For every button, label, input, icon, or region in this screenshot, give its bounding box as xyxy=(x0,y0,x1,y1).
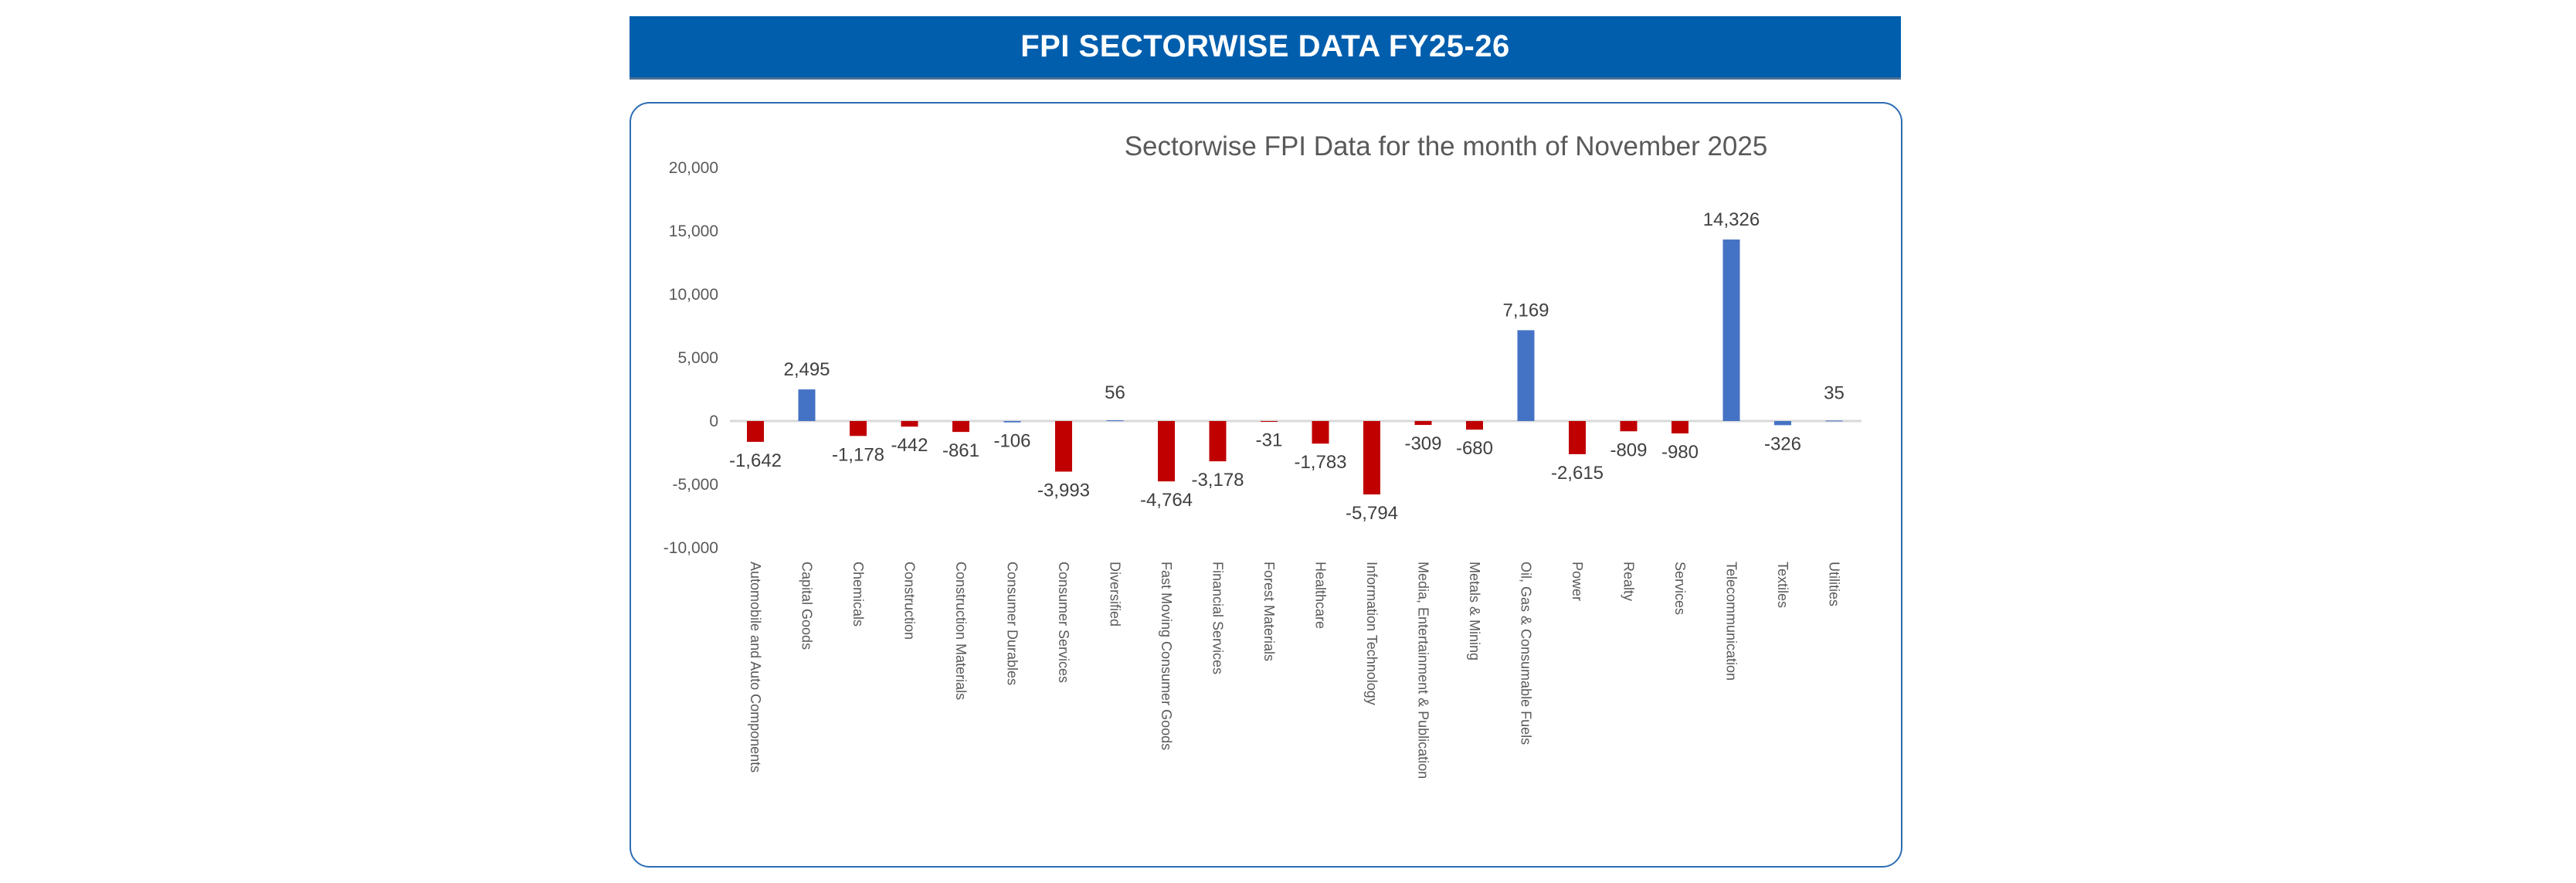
data-label: -31 xyxy=(1256,430,1283,451)
bar xyxy=(1569,421,1586,454)
data-label: 35 xyxy=(1824,382,1845,403)
data-label: -2,615 xyxy=(1551,463,1604,484)
category-label: Construction xyxy=(902,562,918,640)
bar xyxy=(952,421,969,433)
y-tick-label: 10,000 xyxy=(669,286,718,304)
data-label: -326 xyxy=(1764,433,1801,454)
bar xyxy=(1774,421,1791,426)
category-label: Capital Goods xyxy=(799,562,815,650)
bar xyxy=(1620,421,1638,432)
category-label: Construction Materials xyxy=(953,562,969,700)
chart-card xyxy=(630,102,1902,868)
data-label: -5,794 xyxy=(1346,503,1398,524)
category-label: Diversified xyxy=(1108,562,1123,627)
data-label: -680 xyxy=(1456,438,1493,459)
category-label: Forest Materials xyxy=(1261,562,1277,661)
data-label: -442 xyxy=(891,435,928,456)
y-tick-label: 15,000 xyxy=(669,222,718,240)
page-title: FPI SECTORWISE DATA FY25-26 xyxy=(1020,29,1510,63)
category-labels: Automobile and Auto Components Capital Go… xyxy=(748,562,1842,779)
category-label: Consumer Durables xyxy=(1005,562,1020,685)
category-label: Services xyxy=(1672,562,1688,615)
category-label: Telecommunication xyxy=(1724,562,1739,681)
category-label: Power xyxy=(1570,562,1585,601)
category-label: Chemicals xyxy=(850,562,866,627)
y-tick-label: 20,000 xyxy=(669,159,718,177)
data-label: -809 xyxy=(1610,440,1647,460)
category-label: Media, Entertainment & Publication xyxy=(1416,562,1431,779)
y-axis: 20,000 15,000 10,000 5,000 0 -5,000 -10,000 xyxy=(664,159,718,557)
page-banner: FPI SECTORWISE DATA FY25-26 xyxy=(630,16,1901,80)
data-label: 2,495 xyxy=(783,359,830,380)
data-label: -1,783 xyxy=(1294,452,1346,473)
data-label: 14,326 xyxy=(1703,209,1760,230)
y-tick-label: 5,000 xyxy=(677,349,718,367)
bar xyxy=(901,421,918,427)
category-label: Information Technology xyxy=(1364,562,1380,705)
data-label: -1,178 xyxy=(832,444,884,465)
bar xyxy=(1672,421,1688,434)
category-label: Healthcare xyxy=(1313,562,1329,629)
data-label: -980 xyxy=(1661,442,1699,463)
bar xyxy=(1106,420,1124,422)
bar xyxy=(850,421,867,436)
data-labels: -1,642 2,495 -1,178 -442 -861 -106 -3,993 56 -4,… xyxy=(729,209,1845,524)
bar xyxy=(1158,421,1175,482)
bar xyxy=(798,389,816,421)
data-label: -861 xyxy=(942,440,979,461)
chart-title: Sectorwise FPI Data for the month of Nov… xyxy=(1125,131,1768,161)
bars xyxy=(747,239,1843,495)
category-label: Automobile and Auto Components xyxy=(748,562,763,773)
category-label: Oil, Gas & Consumable Fuels xyxy=(1519,562,1534,745)
bar xyxy=(1517,330,1535,421)
bar xyxy=(1055,421,1072,472)
data-label: 7,169 xyxy=(1502,300,1549,321)
bar xyxy=(1466,421,1483,430)
bar xyxy=(1261,421,1278,422)
bar xyxy=(1363,421,1380,495)
category-label: Metals & Mining xyxy=(1467,562,1482,661)
bar xyxy=(1209,421,1227,462)
bar xyxy=(1003,421,1021,423)
category-label: Financial Services xyxy=(1210,562,1226,674)
bar xyxy=(1414,421,1432,426)
category-label: Consumer Services xyxy=(1056,562,1071,683)
data-label: -3,178 xyxy=(1191,470,1244,491)
data-label: -3,993 xyxy=(1037,480,1090,501)
category-label: Utilities xyxy=(1827,562,1842,606)
data-label: -106 xyxy=(993,431,1030,452)
bar xyxy=(1825,420,1843,422)
y-tick-label: -5,000 xyxy=(672,476,718,494)
category-label: Textiles xyxy=(1775,562,1790,608)
data-label: 56 xyxy=(1105,382,1125,403)
category-label: Realty xyxy=(1621,562,1637,601)
y-tick-label: 0 xyxy=(709,413,718,430)
data-label: -309 xyxy=(1404,433,1441,454)
y-tick-label: -10,000 xyxy=(664,539,718,557)
bar xyxy=(747,421,764,442)
data-label: -1,642 xyxy=(729,450,782,471)
data-label: -4,764 xyxy=(1140,490,1193,511)
category-label: Fast Moving Consumer Goods xyxy=(1159,562,1174,750)
bar xyxy=(1722,239,1740,421)
bar xyxy=(1312,421,1329,444)
